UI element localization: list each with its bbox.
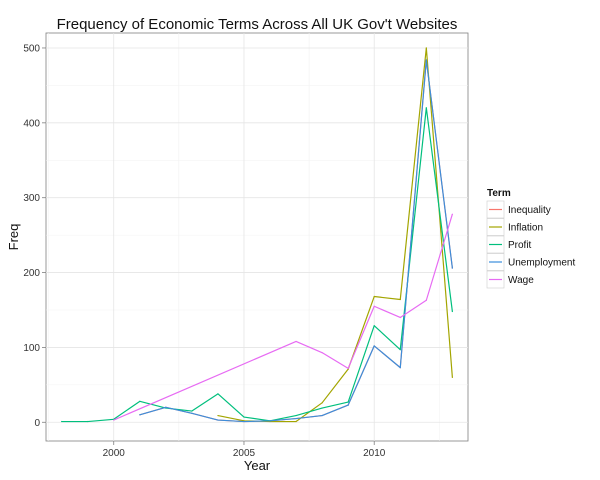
x-axis: 2000 2005 2010 [103,441,386,459]
series-layer [61,47,453,423]
plot-panel-border [45,32,469,442]
y-tick-label: 0 [34,418,40,429]
data-point-inflation [321,402,323,404]
y-tick-label: 400 [23,118,40,129]
legend-label: Inequality [508,205,551,216]
data-point-wage [425,299,427,301]
data-point-profit [87,420,89,423]
data-point-unemployment [347,404,349,406]
plot-panel [45,32,469,442]
data-point-profit [61,420,63,423]
data-point-profit [191,410,193,412]
data-point-inflation [399,298,401,301]
data-point-inflation [425,47,427,49]
x-axis-title: Year [244,458,271,473]
data-point-profit [399,349,401,351]
legend-title: Term [487,188,511,199]
x-tick-label: 2010 [363,448,386,459]
data-point-profit [373,325,375,327]
data-point-wage [399,316,401,319]
y-axis: 0 100 200 300 400 500 [23,43,46,429]
legend-item-wage: Wage [486,270,534,289]
y-tick-label: 300 [23,193,40,204]
data-point-profit [451,310,453,313]
legend-item-profit: Profit [486,235,532,254]
data-point-profit [347,401,349,403]
data-point-unemployment [321,414,323,417]
data-point-inflation [451,376,453,378]
data-point-unemployment [217,419,219,421]
data-point-profit [425,107,427,109]
series-line-profit [61,107,453,423]
legend-label: Wage [508,275,534,286]
data-point-unemployment [269,420,271,422]
data-point-unemployment [139,414,141,416]
legend-item-unemployment: Unemployment [486,253,575,271]
data-point-profit [243,416,245,418]
data-point-unemployment [295,417,297,420]
data-point-profit [139,400,141,402]
major-gridlines [46,33,468,441]
legend-items: Inequality Inflation Profit Unemployment Wag… [486,200,575,289]
data-point-wage [451,213,453,215]
legend-label: Inflation [508,223,543,234]
y-tick-label: 100 [23,343,40,354]
data-point-unemployment [399,367,401,369]
data-point-wage [113,419,115,421]
data-point-wage [347,367,349,369]
series-line-wage [113,213,453,421]
data-point-wage [373,305,375,307]
legend: Term Inequality Inflation Profit Unemployme… [486,188,575,289]
data-point-unemployment [243,420,245,423]
y-tick-label: 200 [23,268,40,279]
minor-gridlines [46,33,468,441]
x-tick-label: 2000 [103,448,126,459]
data-point-profit [295,414,297,417]
x-tick-label: 2005 [233,448,256,459]
legend-label: Profit [508,240,532,251]
y-tick-label: 500 [23,43,40,54]
legend-item-inflation: Inflation [486,218,543,236]
data-point-wage [295,340,297,343]
legend-label: Unemployment [508,258,575,269]
data-point-unemployment [373,345,375,347]
data-point-inflation [373,295,375,298]
chart-title: Frequency of Economic Terms Across All U… [57,16,458,33]
legend-item-inequality: Inequality [486,200,551,219]
data-point-unemployment [451,267,453,269]
data-point-wage [321,352,323,354]
data-point-unemployment [425,59,427,61]
data-point-profit [217,393,219,395]
data-point-inflation [295,420,297,423]
data-point-unemployment [191,412,193,414]
data-point-unemployment [165,406,167,408]
data-point-inflation [217,414,219,417]
y-axis-title: Freq [6,224,21,251]
data-point-profit [321,407,323,409]
